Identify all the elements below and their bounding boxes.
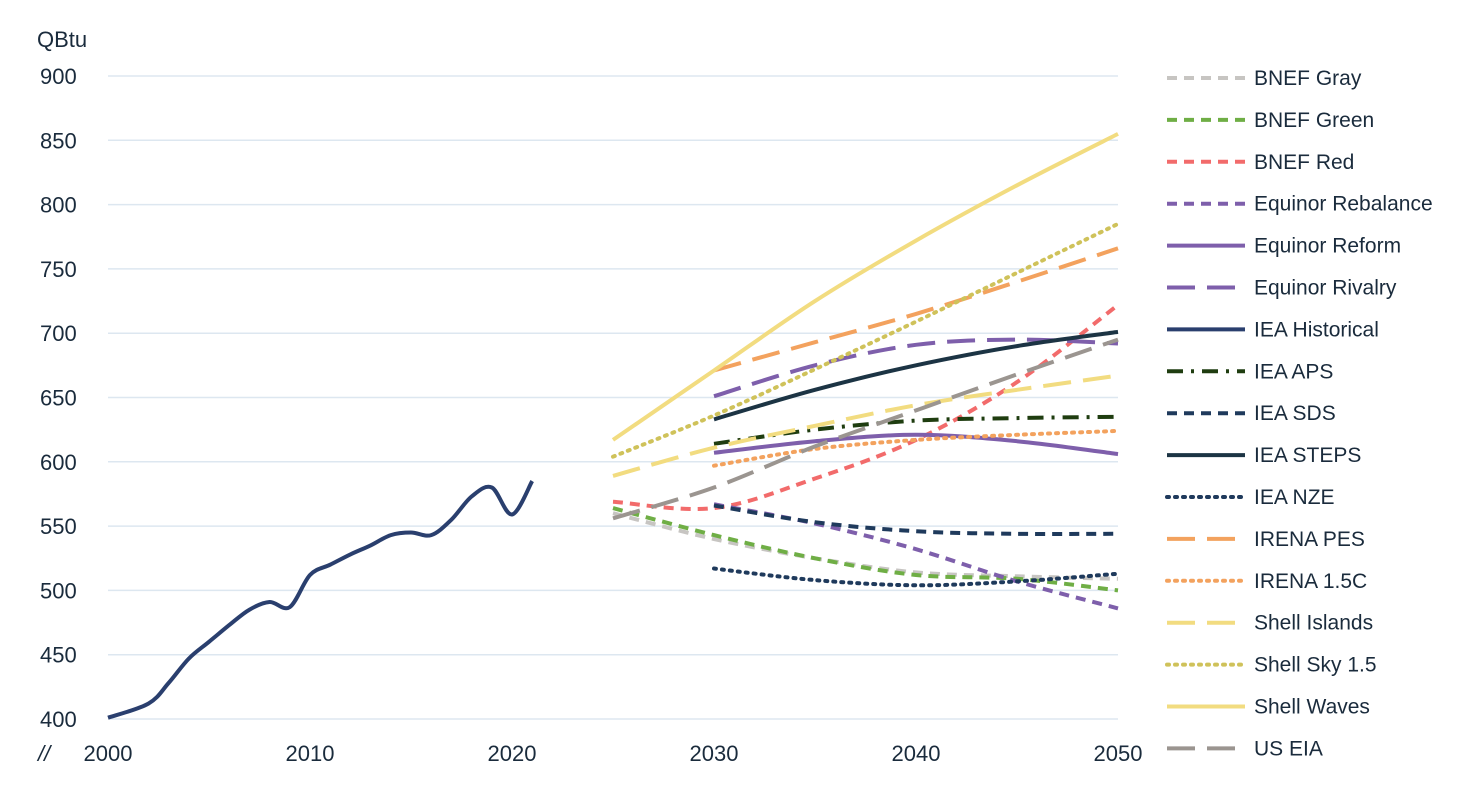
legend-label-shell-waves: Shell Waves (1254, 696, 1370, 719)
series-line-shell-sky-1-5 (611, 221, 1120, 459)
x-tick-label: 2050 (1094, 741, 1143, 766)
series-line-iea-historical (107, 480, 534, 720)
legend-label-shell-islands: Shell Islands (1254, 612, 1373, 635)
y-tick-label: 500 (40, 578, 77, 603)
legend-label-us-eia: US EIA (1254, 737, 1323, 760)
series-line-equinor-reform (713, 432, 1119, 457)
x-axis: 2000 2010 2020 2030 2040 2050 (84, 741, 1143, 766)
series-line-bnef-red (612, 303, 1120, 512)
x-tick-label: 2010 (286, 741, 335, 766)
series-line-iea-sds (713, 503, 1119, 536)
y-tick-label: 700 (40, 321, 77, 346)
legend-label-irena-1-5c: IRENA 1.5C (1254, 570, 1367, 593)
y-tick-label: 450 (40, 643, 77, 668)
legend-label-shell-sky-1-5: Shell Sky 1.5 (1254, 654, 1377, 677)
y-tick-label: 400 (40, 707, 77, 732)
legend-label-iea-historical: IEA Historical (1254, 318, 1379, 341)
series-line-shell-waves (611, 132, 1119, 442)
x-tick-label: 2040 (892, 741, 941, 766)
series-line-us-eia (612, 337, 1119, 521)
legend-label-equinor-rebalance: Equinor Rebalance (1254, 193, 1433, 216)
axis-break-mark: // (36, 741, 52, 766)
series-lines (107, 132, 1120, 720)
series-line-bnef-green (612, 506, 1119, 593)
gridlines (108, 75, 1118, 720)
y-tick-label: 650 (40, 386, 77, 411)
series-line-irena-pes (713, 246, 1119, 373)
series-line-iea-steps (713, 329, 1119, 422)
legend-label-bnef-gray: BNEF Gray (1254, 67, 1362, 90)
legend-label-iea-steps: IEA STEPS (1254, 444, 1361, 467)
series-line-iea-nze (712, 566, 1120, 588)
y-tick-label: 550 (40, 514, 77, 539)
legend-label-iea-nze: IEA NZE (1254, 486, 1335, 509)
x-tick-label: 2030 (690, 741, 739, 766)
y-tick-label: 600 (40, 450, 77, 475)
y-tick-label: 900 (40, 64, 77, 89)
x-tick-label: 2020 (488, 741, 537, 766)
y-axis: 400 450 500 550 600 650 700 750 800 850 900 (40, 64, 77, 732)
series-line-shell-islands (612, 373, 1119, 478)
y-axis-unit-label: QBtu (37, 27, 87, 52)
legend-label-irena-pes: IRENA PES (1254, 528, 1365, 551)
y-tick-label: 800 (40, 193, 77, 218)
legend-label-bnef-green: BNEF Green (1254, 109, 1374, 132)
legend: BNEF Gray BNEF Green BNEF Red Equinor Rebal… (1165, 67, 1433, 760)
legend-label-iea-aps: IEA APS (1254, 360, 1333, 383)
legend-label-equinor-rivalry: Equinor Rivalry (1254, 277, 1397, 300)
legend-label-bnef-red: BNEF Red (1254, 151, 1354, 174)
x-tick-label: 2000 (84, 741, 133, 766)
y-tick-label: 850 (40, 128, 77, 153)
series-line-irena-1-5c (712, 428, 1120, 468)
y-tick-label: 750 (40, 257, 77, 282)
legend-label-equinor-reform: Equinor Reform (1254, 235, 1401, 258)
series-line-equinor-rebalance (713, 502, 1119, 611)
legend-label-iea-sds: IEA SDS (1254, 402, 1336, 425)
